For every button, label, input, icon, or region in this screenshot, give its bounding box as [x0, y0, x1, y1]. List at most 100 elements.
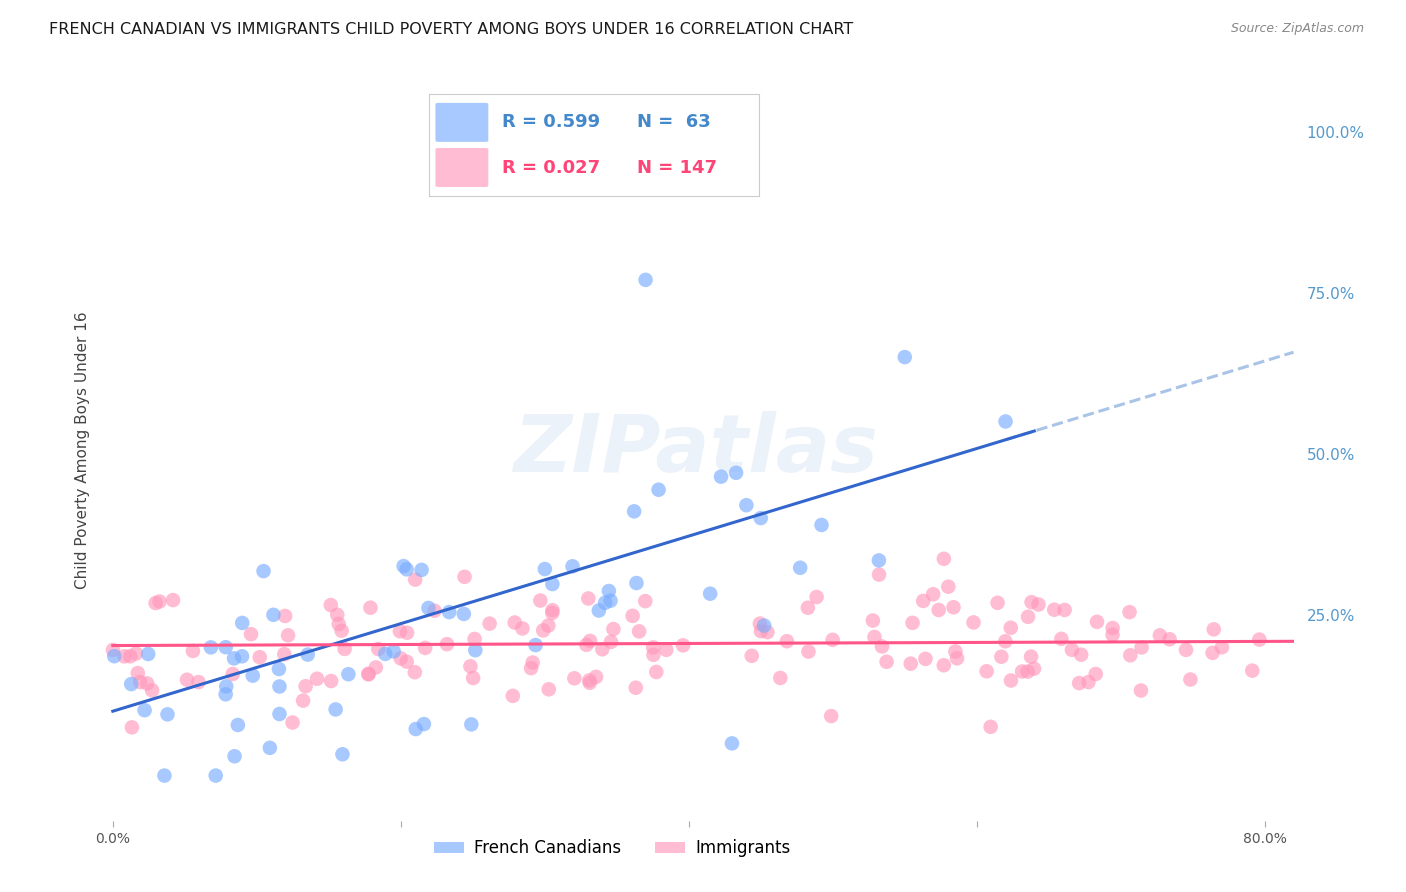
- Point: [593, 596, 616, 610]
- Point: [274, 609, 297, 624]
- Point: [1159, 632, 1181, 647]
- Point: [643, 640, 665, 655]
- Point: [699, 587, 721, 601]
- Point: [672, 638, 695, 652]
- Point: [598, 584, 620, 599]
- Point: [333, 641, 356, 656]
- Point: [655, 642, 678, 657]
- Point: [436, 637, 458, 651]
- Point: [325, 702, 347, 716]
- Point: [1000, 673, 1022, 688]
- Point: [624, 681, 647, 695]
- Point: [942, 600, 965, 615]
- Point: [148, 594, 170, 608]
- Point: [460, 717, 482, 731]
- Point: [405, 722, 427, 736]
- Point: [292, 693, 315, 707]
- Point: [249, 650, 271, 665]
- Point: [945, 644, 967, 658]
- Point: [725, 466, 748, 480]
- Point: [478, 616, 501, 631]
- Point: [862, 614, 884, 628]
- Point: [561, 559, 583, 574]
- Point: [1070, 648, 1092, 662]
- Point: [388, 624, 411, 639]
- Point: [876, 655, 898, 669]
- Point: [776, 634, 799, 648]
- Point: [252, 564, 274, 578]
- Point: [1069, 676, 1091, 690]
- Point: [710, 469, 733, 483]
- Point: [893, 350, 915, 364]
- Point: [1017, 609, 1039, 624]
- Point: [127, 666, 149, 681]
- Point: [721, 736, 744, 750]
- Point: [928, 603, 950, 617]
- Point: [936, 580, 959, 594]
- Text: ZIPatlas: ZIPatlas: [513, 411, 879, 490]
- Point: [748, 616, 770, 631]
- Point: [242, 668, 264, 682]
- Point: [222, 651, 245, 665]
- Point: [647, 483, 669, 497]
- Point: [1011, 665, 1033, 679]
- Point: [987, 596, 1010, 610]
- Point: [439, 605, 461, 619]
- Point: [579, 634, 602, 648]
- Point: [364, 660, 387, 674]
- Point: [976, 665, 998, 679]
- Point: [749, 511, 772, 525]
- Point: [357, 666, 380, 681]
- Point: [204, 768, 226, 782]
- Point: [297, 648, 319, 662]
- Point: [820, 709, 842, 723]
- Point: [522, 656, 544, 670]
- Point: [1211, 640, 1233, 655]
- Point: [215, 687, 238, 701]
- Point: [453, 607, 475, 621]
- Point: [797, 600, 820, 615]
- Point: [1077, 675, 1099, 690]
- Point: [541, 603, 564, 617]
- Point: [273, 647, 295, 661]
- Point: [1130, 640, 1153, 655]
- Point: [912, 594, 935, 608]
- Point: [1050, 632, 1073, 646]
- Point: [460, 659, 482, 673]
- Point: [502, 689, 524, 703]
- Point: [575, 638, 598, 652]
- Point: [1000, 621, 1022, 635]
- Point: [120, 677, 142, 691]
- Point: [576, 591, 599, 606]
- Point: [756, 625, 779, 640]
- Point: [531, 624, 554, 638]
- Point: [634, 594, 657, 608]
- Point: [125, 647, 148, 661]
- Point: [267, 662, 290, 676]
- Point: [281, 715, 304, 730]
- Point: [1201, 646, 1223, 660]
- Point: [529, 593, 551, 607]
- Point: [749, 624, 772, 639]
- Point: [599, 593, 621, 607]
- Point: [326, 607, 349, 622]
- Point: [754, 618, 776, 632]
- Point: [319, 598, 342, 612]
- Point: [101, 643, 124, 657]
- Point: [1021, 595, 1043, 609]
- Text: FRENCH CANADIAN VS IMMIGRANTS CHILD POVERTY AMONG BOYS UNDER 16 CORRELATION CHAR: FRENCH CANADIAN VS IMMIGRANTS CHILD POVE…: [49, 22, 853, 37]
- Point: [901, 615, 924, 630]
- Point: [404, 573, 426, 587]
- Point: [231, 649, 253, 664]
- Point: [600, 635, 623, 649]
- Point: [404, 665, 426, 680]
- Point: [153, 768, 176, 782]
- Point: [464, 632, 486, 646]
- Point: [900, 657, 922, 671]
- Point: [395, 655, 418, 669]
- Point: [1022, 662, 1045, 676]
- Point: [810, 518, 832, 533]
- Point: [591, 642, 613, 657]
- Point: [645, 665, 668, 679]
- Text: R = 0.599: R = 0.599: [502, 113, 599, 131]
